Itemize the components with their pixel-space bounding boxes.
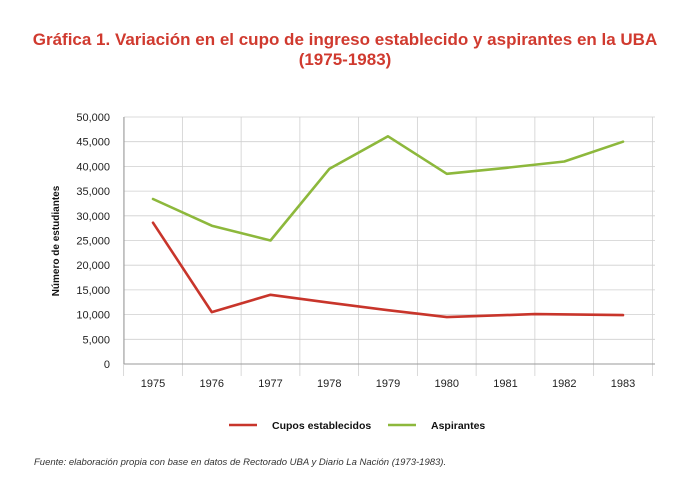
legend-label: Aspirantes: [431, 420, 485, 432]
y-tick-label: 20,000: [76, 260, 110, 272]
series-line-cupos-establecidos: [151, 221, 625, 319]
y-tick-label: 25,000: [76, 236, 110, 248]
legend-label: Cupos establecidos: [272, 420, 371, 432]
x-tick-label: 1979: [376, 378, 400, 390]
x-tick-label: 1978: [317, 378, 341, 390]
y-tick-label: 40,000: [76, 161, 110, 173]
x-tick-label: 1975: [141, 378, 165, 390]
y-tick-label: 15,000: [76, 285, 110, 297]
x-tick-label: 1982: [552, 378, 576, 390]
chart-title-line-2: (1975-1983): [298, 50, 392, 69]
chart-title: Gráfica 1. Variación en el cupo de ingre…: [0, 30, 690, 70]
y-tick-label: 30,000: [76, 211, 110, 223]
y-tick-label: 50,000: [76, 112, 110, 124]
chart-title-line-1: Gráfica 1. Variación en el cupo de ingre…: [32, 30, 658, 49]
axes: 0 5,000 10,000 15,000 20,000 25,000 30,000 35,0…: [51, 112, 655, 390]
source-note: Fuente: elaboración propia con base en d…: [34, 457, 447, 468]
gridlines: [123, 116, 655, 376]
x-tick-label: 1976: [200, 378, 224, 390]
series-lines: [151, 135, 625, 319]
y-tick-label: 10,000: [76, 310, 110, 322]
series-line-aspirantes: [151, 135, 625, 242]
x-tick-label: 1981: [493, 378, 517, 390]
x-tick-label: 1977: [258, 378, 282, 390]
x-tick-label: 1980: [435, 378, 459, 390]
y-tick-label: 35,000: [76, 186, 110, 198]
y-tick-label: 5,000: [82, 334, 110, 346]
y-axis-title: Número de estudiantes: [51, 185, 62, 296]
y-tick-label: 0: [104, 359, 110, 371]
x-tick-label: 1983: [611, 378, 635, 390]
y-tick-label: 45,000: [76, 137, 110, 149]
legend: Cupos establecidos Aspirantes: [229, 420, 485, 432]
